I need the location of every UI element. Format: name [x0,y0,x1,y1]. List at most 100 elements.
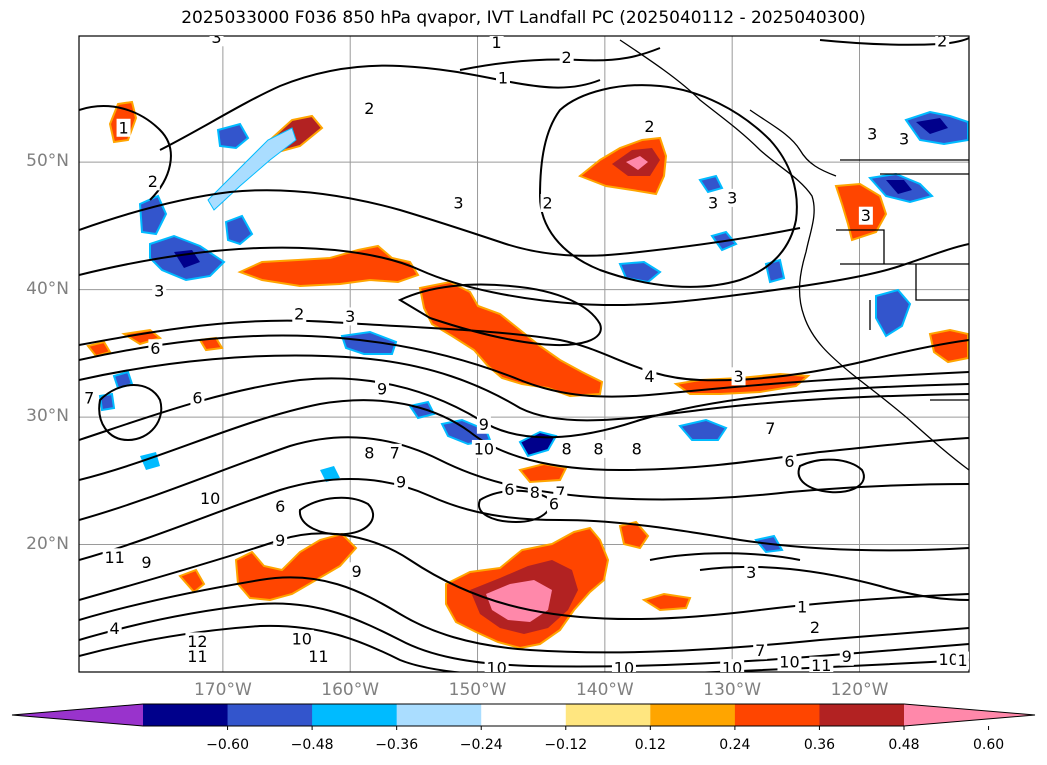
contour-label: 9 [476,415,491,434]
contour-value: 10 [474,439,494,458]
contour-value: 3 [861,206,871,225]
latitude-label: 50°N [26,151,69,172]
shade-orange-north [237,244,420,288]
latitude-label: 20°N [26,533,69,554]
colorbar-tick-label: 0.24 [719,737,751,753]
contour-value: 8 [530,483,540,502]
contour-value: 9 [141,553,151,572]
contour-value: 2 [810,618,820,637]
contour-value: 1 [498,69,508,88]
contour-value: 3 [727,188,737,207]
colorbar-segment [819,704,905,726]
contour-label: 2 [807,618,822,637]
longitude-label: 140°W [575,680,634,700]
contour-label: 9 [394,473,409,492]
contour-value: 11 [104,548,124,567]
contour-label: 1 [795,597,810,616]
contour-label: 10 [777,652,802,671]
colorbar-tick-label: −0.48 [290,737,334,753]
contour-value: 2 [937,32,947,51]
contour-label: 3 [152,281,167,300]
contour-label: 6 [148,339,163,358]
contour-label: 3 [897,130,912,149]
shade-orange-south3 [618,520,650,550]
contour-value: 10 [200,489,220,508]
contour-label: 10 [720,659,745,672]
longitude-label: 130°W [703,680,762,700]
negative-anomaly-shading [98,110,969,554]
shade-pink-gulf [626,156,648,170]
contour-label: 4 [642,367,657,386]
contour-label: 8 [559,439,574,458]
contour-label: 3 [858,206,873,225]
contour-value: 6 [549,494,559,513]
contour-label: 8 [362,443,377,462]
contour-value: 9 [396,473,406,492]
contour-label: 12 [185,632,210,651]
colorbar-segment [396,704,482,726]
shade-orange-sw [234,532,358,602]
contour-label: 2 [292,304,307,323]
contour-value: 8 [562,439,572,458]
colorbar-extend-max [904,704,1035,726]
colorbar-outline [11,703,1036,727]
contour-label: 9 [375,380,390,399]
contour-value: 10 [486,659,506,678]
contour-value: 2 [644,117,654,136]
shade-navy-ne2 [886,180,912,194]
contour-label: 2 [642,117,657,136]
contour-label: 6 [502,480,517,499]
contour-value: 11 [187,647,207,666]
contour-label: 2 [559,48,574,67]
contour-label: 11 [102,548,127,567]
contour-value: 1 [118,118,128,137]
contour-label: 9 [839,647,854,666]
contour-value: 10 [292,629,312,648]
contour-value: 4 [110,619,120,638]
contour-value: 3 [746,563,756,582]
contour-value: 10 [958,651,978,670]
contour-value: 10 [779,652,799,671]
contour-label: 11 [185,647,210,666]
colorbar-segment [312,704,398,726]
shade-blue-nw3 [224,214,254,246]
contour-label: 3 [209,36,224,47]
contour-label: 10 [936,650,961,669]
contour-label: 3 [731,367,746,386]
shade-blue-west [98,370,134,412]
contour-value: 10 [614,659,634,678]
colorbar-segment [143,704,229,726]
contour-value: 9 [351,562,361,581]
contour-value: 6 [784,452,794,471]
colorbar-tick-label: −0.60 [206,737,249,753]
contour-value: 6 [150,339,160,358]
colorbar-segment [481,704,567,726]
latitude-label: 40°N [26,278,69,299]
contour-value: 8 [632,439,642,458]
contour-value: 11 [308,647,328,666]
contour-label: 7 [763,419,778,438]
colorbar-tick-label: −0.36 [375,737,419,753]
contour-label: 9 [273,531,288,550]
contour-value: 3 [733,367,743,386]
contour-label: 2 [935,32,950,51]
contour-value: 9 [479,415,489,434]
contour-label: 7 [82,388,97,407]
contour-value: 7 [555,483,565,502]
contour-value: 2 [294,304,304,323]
contour-label: 9 [349,562,364,581]
contour-label: 10 [289,629,314,648]
shade-blue-ne3 [698,174,786,284]
contour-label: 10 [955,651,978,670]
contour-value: 6 [504,480,514,499]
shade-blue-south [408,400,784,554]
contour-label: 10 [198,489,223,508]
colorbar-segment [650,704,736,726]
contour-value: 7 [390,443,400,462]
contour-value: 3 [345,307,355,326]
contour-value: 2 [148,172,158,191]
contour-value: 7 [84,388,94,407]
contour-value: 8 [593,439,603,458]
